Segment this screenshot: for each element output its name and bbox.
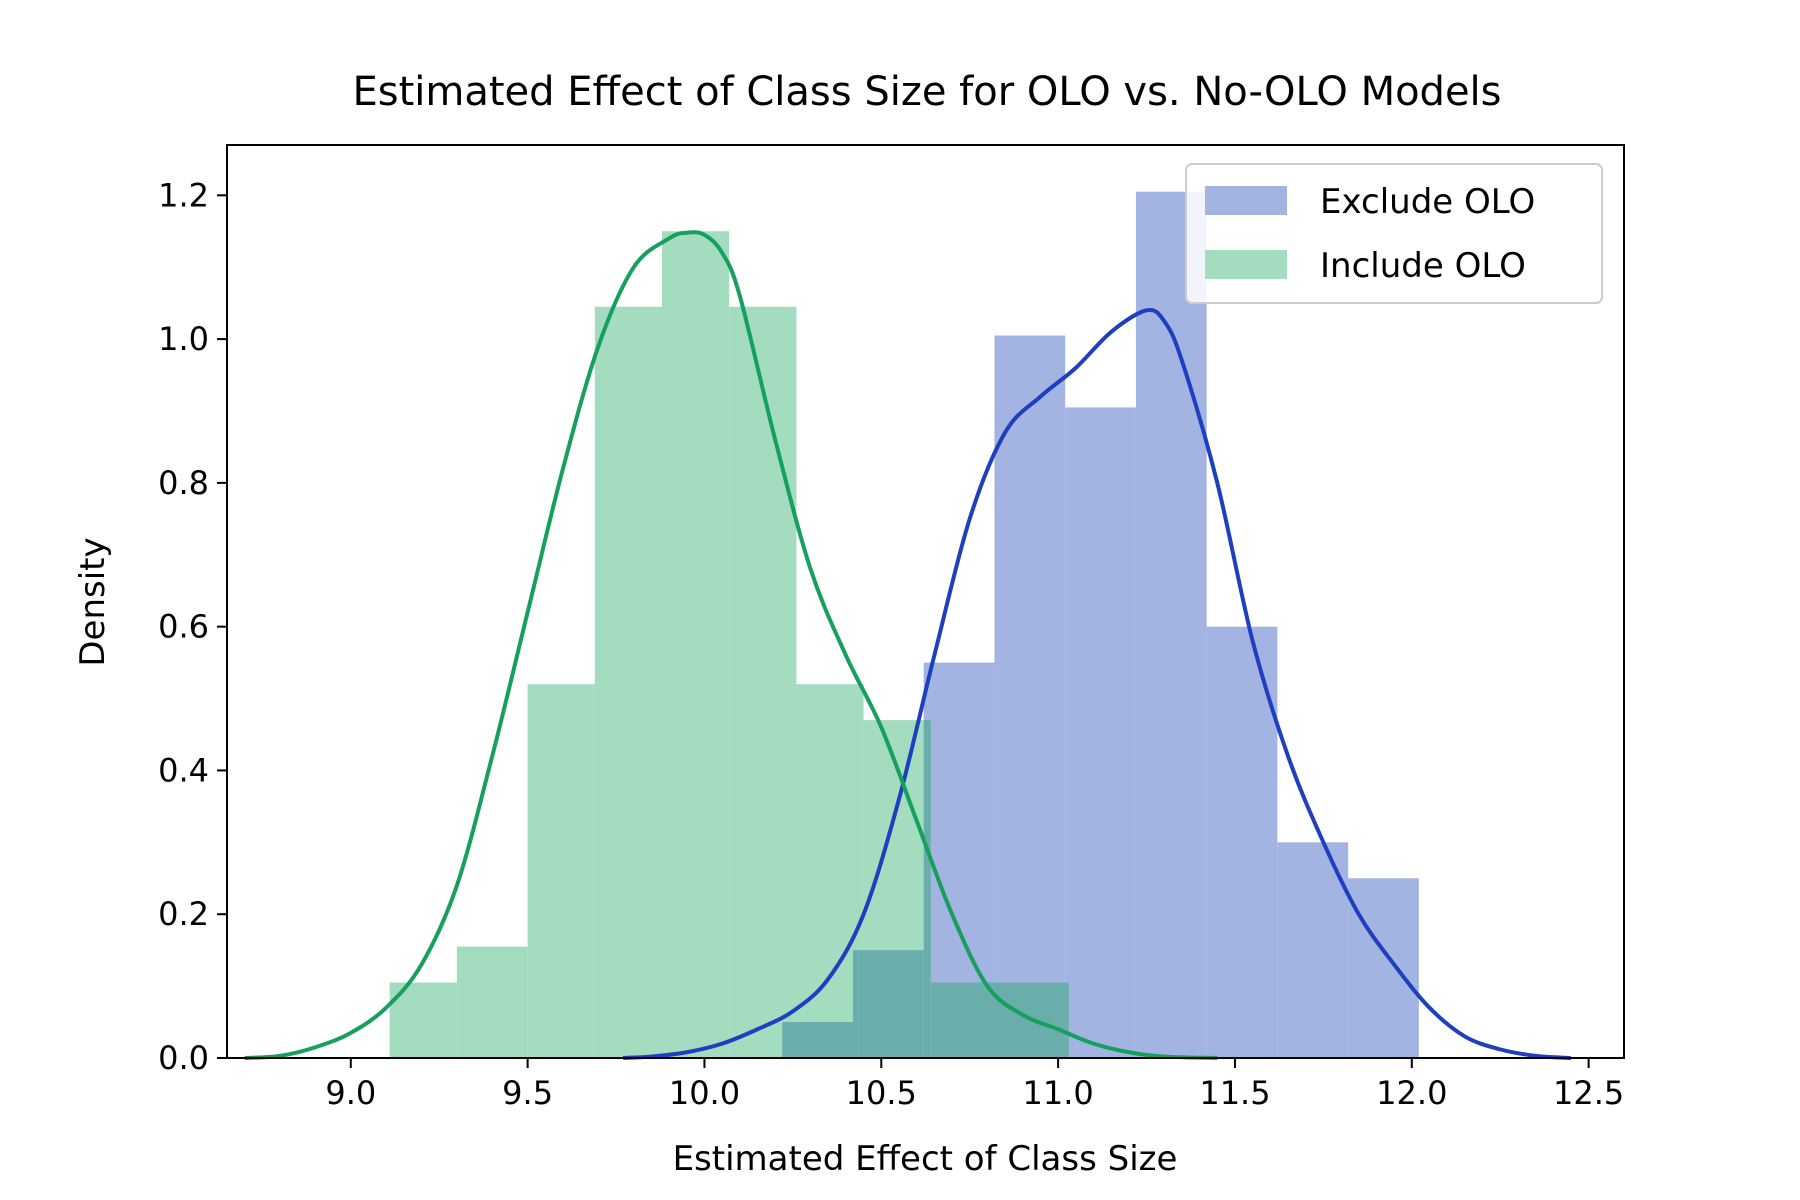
x-tick-label: 9.0 xyxy=(325,1074,376,1112)
bar-include-olo-2 xyxy=(456,946,528,1058)
bar-include-olo-4 xyxy=(594,306,663,1059)
bar-include-olo-7 xyxy=(796,684,864,1058)
bar-exclude-olo-4 xyxy=(994,335,1066,1058)
y-axis-ticks: 0.0 0.2 0.4 0.6 0.8 1.0 1.2 xyxy=(158,176,227,1077)
x-tick-label: 11.0 xyxy=(1023,1074,1094,1112)
overlap-bar-9 xyxy=(1065,982,1069,1058)
chart-title: Estimated Effect of Class Size for OLO v… xyxy=(352,69,1501,115)
legend-label-exclude-olo: Exclude OLO xyxy=(1320,182,1535,222)
legend-box xyxy=(1185,163,1603,304)
x-tick-label: 12.0 xyxy=(1376,1074,1447,1112)
x-tick-label: 11.5 xyxy=(1199,1074,1270,1112)
bar-exclude-olo-5 xyxy=(1065,407,1136,1058)
y-tick-label: 1.0 xyxy=(158,320,209,358)
density-curves xyxy=(244,230,1572,1060)
y-tick-label: 0.0 xyxy=(158,1039,209,1077)
x-tick-label: 10.0 xyxy=(669,1074,740,1112)
axes-frame xyxy=(226,144,1625,1059)
overlap-bar-4 xyxy=(863,950,924,1058)
bar-include-olo-3 xyxy=(527,684,595,1058)
y-tick-label: 0.6 xyxy=(158,608,209,646)
legend-label-include-olo: Include OLO xyxy=(1320,246,1526,286)
density-curve-include-olo xyxy=(244,230,1218,1060)
overlap-bar-6 xyxy=(930,982,995,1058)
x-tick-label: 12.5 xyxy=(1553,1074,1624,1112)
bar-exclude-olo-9 xyxy=(1348,878,1419,1058)
legend: Exclude OLO Include OLO xyxy=(1185,163,1603,304)
overlap-bar-5 xyxy=(923,720,931,1058)
y-tick-label: 1.2 xyxy=(158,176,209,214)
x-axis-label: Estimated Effect of Class Size xyxy=(673,1139,1178,1179)
overlap-bar-7 xyxy=(994,982,1002,1058)
histogram-bars xyxy=(389,191,1419,1059)
y-tick-label: 0.4 xyxy=(158,751,209,789)
overlap-bar-3 xyxy=(852,950,864,1058)
x-tick-label: 10.5 xyxy=(846,1074,917,1112)
x-tick-label: 9.5 xyxy=(502,1074,553,1112)
legend-swatch-include-olo xyxy=(1205,250,1287,279)
density-curve-exclude-olo xyxy=(623,307,1572,1060)
overlap-bar-2 xyxy=(796,1022,853,1058)
overlap-bar-1 xyxy=(782,1022,797,1058)
x-axis-ticks: 9.0 9.5 10.0 10.5 11.0 11.5 12.0 12.5 xyxy=(325,1058,1624,1112)
bar-include-olo-6 xyxy=(729,306,797,1059)
bar-exclude-olo-8 xyxy=(1277,842,1349,1058)
y-tick-label: 0.8 xyxy=(158,464,209,502)
y-tick-label: 0.2 xyxy=(158,895,209,933)
bar-include-olo-5 xyxy=(662,231,730,1059)
bar-exclude-olo-6 xyxy=(1135,191,1207,1059)
plot-area xyxy=(226,144,1625,1060)
bar-exclude-olo-7 xyxy=(1206,626,1278,1058)
y-axis-label: Density xyxy=(73,537,113,666)
legend-swatch-exclude-olo xyxy=(1205,186,1287,215)
